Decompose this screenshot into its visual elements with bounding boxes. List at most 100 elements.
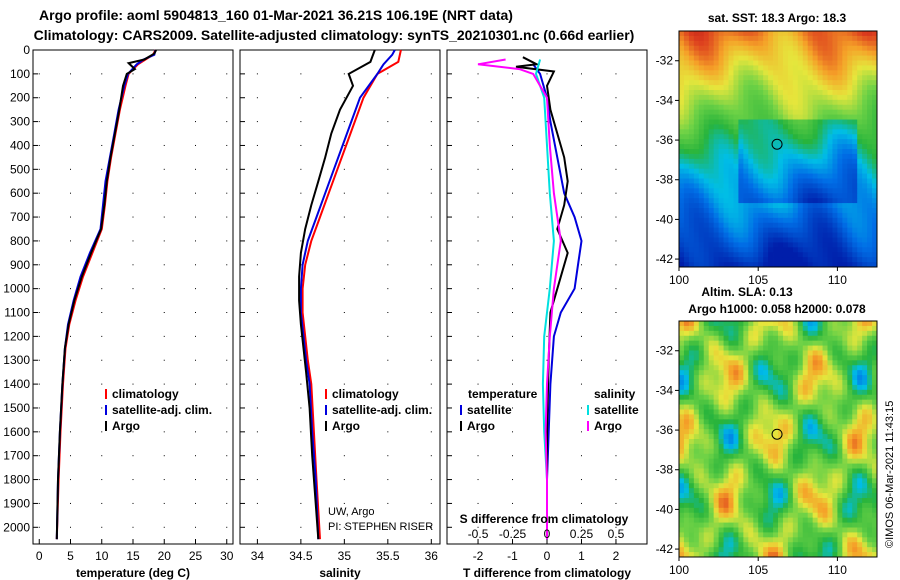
map-cell <box>773 257 779 263</box>
map-cell <box>723 144 729 150</box>
map-cell <box>718 208 724 214</box>
map-cell <box>723 65 729 71</box>
map-cell <box>683 75 690 81</box>
grid-dot <box>226 144 228 146</box>
map-cell <box>847 262 853 268</box>
grid-dot <box>615 144 617 146</box>
map-cell <box>683 419 690 425</box>
map-cell <box>822 85 828 91</box>
map-cell <box>797 325 804 332</box>
map-cell <box>763 50 769 56</box>
grid-dot <box>477 455 479 457</box>
map-cell <box>688 208 695 214</box>
map-cell <box>679 183 685 189</box>
map-cell <box>822 399 828 405</box>
map-cell <box>797 414 804 420</box>
map-cell <box>768 183 774 189</box>
map-cell <box>832 208 838 214</box>
map-cell <box>862 414 868 420</box>
map-cell <box>787 149 794 155</box>
map-cell <box>743 394 749 401</box>
map-cell <box>822 493 828 499</box>
map-cell <box>708 144 715 150</box>
grid-dot <box>512 526 514 528</box>
map-cell <box>698 99 705 106</box>
map-cell <box>728 262 734 268</box>
map-cell <box>778 434 784 440</box>
map-cell <box>827 394 833 401</box>
map-cell <box>782 365 789 371</box>
map-cell <box>679 119 685 125</box>
map-cell <box>683 114 690 120</box>
map-cell <box>837 104 843 111</box>
map-cell <box>852 507 858 514</box>
map-cell <box>857 203 863 209</box>
grid-dot <box>615 431 617 433</box>
map-cell <box>713 109 719 115</box>
map-cell <box>817 542 823 548</box>
map-cell <box>852 99 858 106</box>
map-y-tick-label: -32 <box>656 54 674 68</box>
map-cell <box>797 468 804 474</box>
map-cell <box>782 149 789 155</box>
map-cell <box>713 35 719 42</box>
map-cell <box>728 552 734 558</box>
map-cell <box>708 389 715 396</box>
map-cell <box>792 149 799 155</box>
map-cell <box>837 409 843 415</box>
map-cell <box>782 232 789 238</box>
map-cell <box>698 448 705 455</box>
map-cell <box>867 439 873 445</box>
map-cell <box>807 453 814 460</box>
map-cell <box>797 443 804 450</box>
grid-dot <box>163 216 165 218</box>
map-cell <box>748 144 754 150</box>
map-cell <box>708 109 715 115</box>
map-cell <box>802 222 809 229</box>
map-cell <box>683 517 690 523</box>
map-cell <box>837 355 843 361</box>
map-cell <box>787 345 794 351</box>
map-cell <box>693 380 700 386</box>
map-cell <box>718 222 724 229</box>
map-cell <box>817 478 823 484</box>
map-cell <box>758 434 764 440</box>
map-cell <box>857 532 863 538</box>
map-cell <box>718 389 724 396</box>
map-cell <box>708 394 715 401</box>
map-cell <box>857 50 863 56</box>
map-cell <box>679 522 685 528</box>
map-cell <box>847 483 853 489</box>
map-cell <box>683 198 690 204</box>
map-cell <box>867 507 873 514</box>
map-cell <box>743 375 749 381</box>
map-cell <box>753 109 759 115</box>
map-cell <box>812 458 818 464</box>
map-cell <box>862 242 868 248</box>
grid-dot <box>580 526 582 528</box>
map-cell <box>758 217 764 224</box>
map-cell <box>837 149 843 155</box>
map-cell <box>753 458 759 464</box>
map-cell <box>817 139 823 145</box>
map-cell <box>802 542 809 548</box>
map-cell <box>827 257 833 263</box>
map-cell <box>703 247 710 253</box>
map-cell <box>728 193 734 199</box>
sla-map-panel: 100 105 110-32-34-36-38-40-42 <box>656 320 878 577</box>
map-cell <box>822 193 828 199</box>
map-cell <box>787 208 794 214</box>
legend-label: satellite-adj. clim. <box>332 403 432 417</box>
map-cell <box>718 325 724 332</box>
map-cell <box>728 350 734 356</box>
map-cell <box>679 134 685 140</box>
map-cell <box>748 232 754 238</box>
grid-dot <box>70 359 71 361</box>
map-cell <box>758 144 764 150</box>
map-cell <box>792 158 799 165</box>
map-cell <box>802 335 809 342</box>
map-cell <box>758 222 764 229</box>
map-cell <box>778 360 784 366</box>
map-cell <box>679 380 685 386</box>
map-cell <box>748 350 754 356</box>
